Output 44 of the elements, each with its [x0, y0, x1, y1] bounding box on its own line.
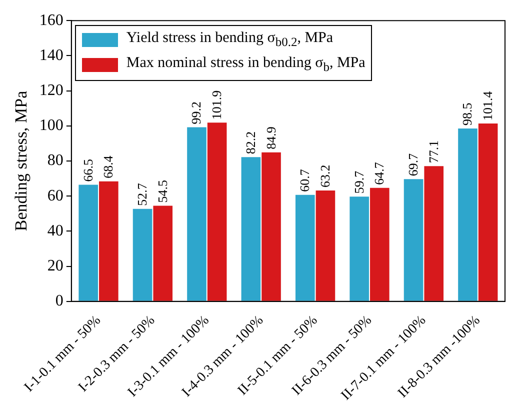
bar [78, 184, 98, 301]
bar [404, 179, 424, 301]
y-tick-label: 160 [39, 12, 64, 29]
bar [295, 194, 315, 301]
y-axis-title: Bending stress, MPa [12, 90, 31, 232]
y-tick-label: 60 [47, 187, 64, 204]
bar [370, 188, 390, 301]
data-label: 82.2 [242, 131, 258, 154]
data-label: 77.1 [426, 140, 441, 164]
y-tick-label: 120 [39, 82, 64, 99]
data-label: 54.5 [154, 180, 170, 203]
data-label: 84.9 [263, 126, 278, 150]
bar [153, 206, 173, 301]
data-label: 101.4 [480, 90, 496, 120]
data-label: 60.7 [297, 168, 312, 192]
bar [458, 128, 478, 301]
data-label: 52.7 [134, 182, 150, 206]
bar [350, 196, 369, 301]
bar [316, 190, 336, 301]
data-label: 99.2 [188, 102, 204, 124]
data-label: 98.5 [460, 102, 475, 126]
data-label: 69.7 [406, 152, 421, 176]
bar [207, 122, 227, 301]
y-tick-label: 40 [47, 222, 64, 240]
data-label: 63.2 [317, 164, 332, 188]
bar [478, 123, 498, 301]
data-label: 66.5 [80, 158, 96, 182]
bar [99, 181, 118, 301]
data-label: 101.9 [209, 90, 224, 120]
data-label: 64.7 [372, 162, 387, 185]
bar [262, 152, 281, 301]
y-tick-label: 80 [47, 152, 64, 170]
data-label: 59.7 [351, 170, 366, 194]
legend-label: Yield stress in bending σ$_{b0.2}$, MPa [126, 28, 334, 51]
bar [241, 157, 261, 301]
bar [424, 166, 444, 301]
bar [132, 208, 152, 301]
legend-label: Max nominal stress in bending σ$_{b}$, MPa [126, 54, 366, 76]
y-tick-label: 0 [55, 292, 64, 310]
y-tick-label: 100 [39, 117, 64, 134]
y-tick-label: 140 [39, 46, 64, 64]
bar [187, 127, 206, 301]
y-tick-label: 20 [47, 257, 64, 274]
data-label: 68.4 [100, 155, 116, 178]
